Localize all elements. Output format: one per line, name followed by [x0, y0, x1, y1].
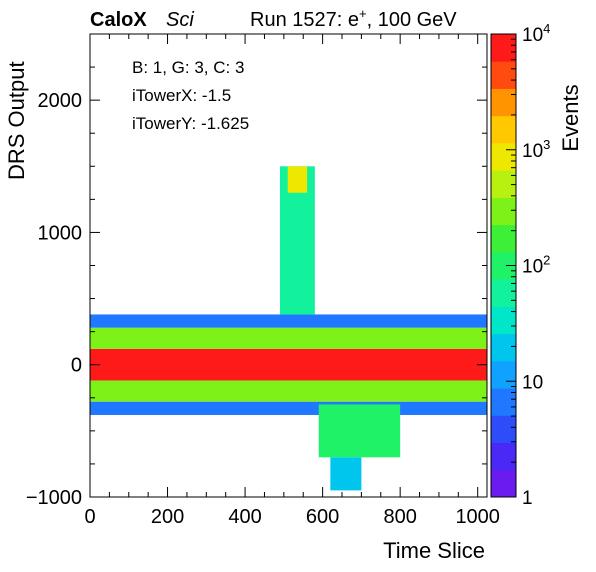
plot-area	[90, 166, 487, 491]
z-axis-title: Events	[558, 84, 583, 151]
stats-line-bgc: B: 1, G: 3, C: 3	[132, 58, 244, 77]
colorbar-segment	[491, 442, 516, 471]
y-tick-label: −1000	[26, 487, 82, 509]
colorbar-tick-label: 102	[522, 253, 550, 278]
stats-line-itowerx: iTowerX: -1.5	[132, 86, 231, 105]
heatmap-cell-region	[90, 401, 487, 415]
color-scale-bar: 1 10 102 103 104	[491, 21, 550, 509]
y-axis-title: DRS Output	[4, 61, 29, 180]
heatmap-cell-region	[318, 404, 401, 458]
colorbar-segment	[491, 34, 516, 62]
colorbar-frame	[490, 33, 517, 498]
heatmap-cell-region	[90, 348, 487, 381]
colorbar-segment	[491, 197, 516, 226]
colorbar-segment	[491, 360, 516, 389]
variant-label: Sci	[166, 9, 194, 31]
y-tick-label: 2000	[38, 90, 83, 112]
stats-line-itowery: iTowerY: -1.625	[132, 114, 249, 133]
colorbar-segment	[491, 415, 516, 444]
colorbar-segment	[491, 115, 516, 144]
colorbar-tick-label: 10	[522, 372, 543, 393]
run-label: Run 1527: e+, 100 GeV	[250, 6, 457, 31]
colorbar-segment	[491, 469, 516, 498]
run-energy: , 100 GeV	[367, 9, 458, 31]
colorbar-segment	[491, 333, 516, 362]
colorbar-segment	[491, 142, 516, 171]
x-tick-label: 800	[383, 506, 416, 528]
colorbar-segment	[491, 61, 516, 89]
colorbar-tick-label: 104	[522, 21, 550, 46]
y-tick-label: 1000	[38, 222, 83, 244]
y-tick-label: 0	[71, 355, 82, 377]
colorbar-segment	[491, 224, 516, 253]
x-tick-label: 0	[84, 506, 95, 528]
colorbar-segment	[491, 306, 516, 335]
run-charge-superscript: +	[359, 6, 367, 21]
heatmap-cell-region	[287, 166, 308, 193]
heatmap-cell-region	[330, 457, 362, 491]
x-tick-label: 600	[306, 506, 339, 528]
colorbar-tick-label: 103	[522, 137, 550, 162]
run-prefix: Run 1527: e	[250, 9, 359, 31]
colorbar-tick-label: 1	[522, 488, 533, 509]
x-tick-label: 200	[151, 506, 184, 528]
heatmap-cell-region	[90, 380, 487, 402]
colorbar-segment	[491, 88, 516, 117]
x-tick-label: 400	[228, 506, 261, 528]
colorbar-segment	[491, 170, 516, 198]
x-tick-label: 1000	[455, 506, 500, 528]
stats-box-background	[118, 44, 358, 140]
stats-box: B: 1, G: 3, C: 3 iTowerX: -1.5 iTowerY: …	[118, 44, 358, 140]
heatmap-cell-region	[90, 327, 487, 349]
x-axis-title: Time Slice	[383, 538, 485, 563]
experiment-label: CaloX	[90, 9, 147, 31]
heatmap-cell-region	[90, 314, 487, 328]
